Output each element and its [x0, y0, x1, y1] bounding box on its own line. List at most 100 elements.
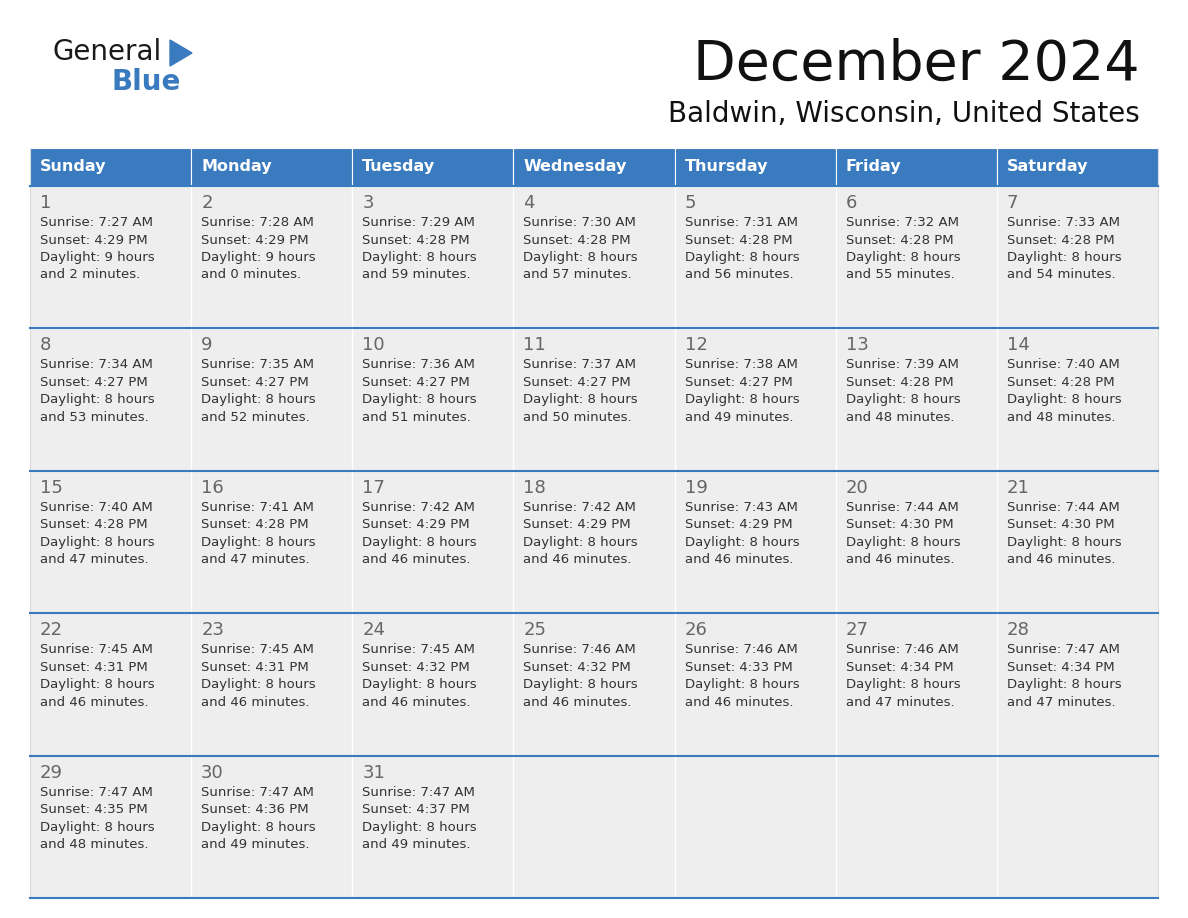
Text: Sunrise: 7:45 AM: Sunrise: 7:45 AM — [40, 644, 153, 656]
Bar — [353, 329, 513, 471]
Bar — [675, 471, 835, 613]
Text: Sunset: 4:29 PM: Sunset: 4:29 PM — [524, 519, 631, 532]
Text: Sunset: 4:32 PM: Sunset: 4:32 PM — [362, 661, 470, 674]
Text: 25: 25 — [524, 621, 546, 639]
Text: and 56 minutes.: and 56 minutes. — [684, 268, 794, 282]
Text: Daylight: 8 hours: Daylight: 8 hours — [684, 536, 800, 549]
Text: Sunrise: 7:42 AM: Sunrise: 7:42 AM — [524, 501, 637, 514]
Text: and 46 minutes.: and 46 minutes. — [1007, 554, 1116, 566]
Text: 11: 11 — [524, 336, 546, 354]
Bar — [353, 471, 513, 613]
Bar — [191, 329, 353, 471]
Text: Daylight: 8 hours: Daylight: 8 hours — [362, 678, 476, 691]
Text: and 50 minutes.: and 50 minutes. — [524, 411, 632, 424]
Bar — [191, 613, 353, 756]
Text: and 49 minutes.: and 49 minutes. — [362, 838, 470, 851]
Text: 2: 2 — [201, 194, 213, 212]
Text: Blue: Blue — [112, 68, 182, 96]
Text: 28: 28 — [1007, 621, 1030, 639]
Text: Sunset: 4:27 PM: Sunset: 4:27 PM — [40, 375, 147, 389]
Text: Sunrise: 7:28 AM: Sunrise: 7:28 AM — [201, 216, 314, 229]
Text: Sunset: 4:37 PM: Sunset: 4:37 PM — [362, 803, 470, 816]
Text: Sunset: 4:27 PM: Sunset: 4:27 PM — [524, 375, 631, 389]
Bar — [191, 756, 353, 898]
Bar — [835, 471, 997, 613]
Text: Sunrise: 7:47 AM: Sunrise: 7:47 AM — [362, 786, 475, 799]
Text: Sunrise: 7:45 AM: Sunrise: 7:45 AM — [201, 644, 314, 656]
Text: and 46 minutes.: and 46 minutes. — [40, 696, 148, 709]
Text: and 46 minutes.: and 46 minutes. — [362, 554, 470, 566]
Text: Sunrise: 7:47 AM: Sunrise: 7:47 AM — [1007, 644, 1120, 656]
Text: Sunrise: 7:36 AM: Sunrise: 7:36 AM — [362, 358, 475, 372]
Bar — [353, 756, 513, 898]
Bar — [997, 756, 1158, 898]
Bar — [513, 471, 675, 613]
Bar — [835, 756, 997, 898]
Text: 22: 22 — [40, 621, 63, 639]
Text: 23: 23 — [201, 621, 225, 639]
Text: Sunday: Sunday — [40, 160, 107, 174]
Text: 15: 15 — [40, 479, 63, 497]
Text: Friday: Friday — [846, 160, 902, 174]
Text: Daylight: 8 hours: Daylight: 8 hours — [524, 251, 638, 264]
Text: and 59 minutes.: and 59 minutes. — [362, 268, 470, 282]
Text: Sunrise: 7:46 AM: Sunrise: 7:46 AM — [684, 644, 797, 656]
Text: and 52 minutes.: and 52 minutes. — [201, 411, 310, 424]
Bar — [835, 148, 997, 186]
Text: Sunrise: 7:46 AM: Sunrise: 7:46 AM — [846, 644, 959, 656]
Text: Daylight: 8 hours: Daylight: 8 hours — [1007, 251, 1121, 264]
Text: Sunrise: 7:43 AM: Sunrise: 7:43 AM — [684, 501, 797, 514]
Text: Daylight: 8 hours: Daylight: 8 hours — [1007, 678, 1121, 691]
Text: Sunrise: 7:33 AM: Sunrise: 7:33 AM — [1007, 216, 1120, 229]
Bar — [30, 613, 191, 756]
Text: Saturday: Saturday — [1007, 160, 1088, 174]
Text: and 57 minutes.: and 57 minutes. — [524, 268, 632, 282]
Text: Daylight: 8 hours: Daylight: 8 hours — [201, 821, 316, 834]
Text: Monday: Monday — [201, 160, 272, 174]
Text: Sunrise: 7:40 AM: Sunrise: 7:40 AM — [1007, 358, 1119, 372]
Text: Sunrise: 7:44 AM: Sunrise: 7:44 AM — [1007, 501, 1119, 514]
Text: Daylight: 8 hours: Daylight: 8 hours — [684, 678, 800, 691]
Text: Daylight: 8 hours: Daylight: 8 hours — [524, 394, 638, 407]
Text: Daylight: 8 hours: Daylight: 8 hours — [524, 536, 638, 549]
Text: Sunset: 4:35 PM: Sunset: 4:35 PM — [40, 803, 147, 816]
Text: 16: 16 — [201, 479, 223, 497]
Text: General: General — [52, 38, 162, 66]
Text: Sunset: 4:28 PM: Sunset: 4:28 PM — [846, 375, 953, 389]
Text: 21: 21 — [1007, 479, 1030, 497]
Text: Sunset: 4:27 PM: Sunset: 4:27 PM — [201, 375, 309, 389]
Text: Wednesday: Wednesday — [524, 160, 627, 174]
Text: Daylight: 8 hours: Daylight: 8 hours — [201, 394, 316, 407]
Text: December 2024: December 2024 — [694, 38, 1140, 92]
Text: Daylight: 8 hours: Daylight: 8 hours — [362, 536, 476, 549]
Text: and 47 minutes.: and 47 minutes. — [201, 554, 310, 566]
Text: 1: 1 — [40, 194, 51, 212]
Text: Sunset: 4:31 PM: Sunset: 4:31 PM — [40, 661, 147, 674]
Text: Daylight: 8 hours: Daylight: 8 hours — [846, 536, 960, 549]
Text: 13: 13 — [846, 336, 868, 354]
Text: Sunrise: 7:47 AM: Sunrise: 7:47 AM — [201, 786, 314, 799]
Text: and 48 minutes.: and 48 minutes. — [40, 838, 148, 851]
Text: Sunset: 4:34 PM: Sunset: 4:34 PM — [846, 661, 953, 674]
Bar — [835, 186, 997, 329]
Text: Daylight: 8 hours: Daylight: 8 hours — [524, 678, 638, 691]
Text: and 55 minutes.: and 55 minutes. — [846, 268, 954, 282]
Text: Sunrise: 7:41 AM: Sunrise: 7:41 AM — [201, 501, 314, 514]
Text: Sunrise: 7:45 AM: Sunrise: 7:45 AM — [362, 644, 475, 656]
Polygon shape — [170, 40, 192, 66]
Text: 14: 14 — [1007, 336, 1030, 354]
Text: Sunset: 4:30 PM: Sunset: 4:30 PM — [846, 519, 953, 532]
Bar — [30, 329, 191, 471]
Text: 29: 29 — [40, 764, 63, 781]
Text: 6: 6 — [846, 194, 857, 212]
Text: Sunset: 4:28 PM: Sunset: 4:28 PM — [1007, 233, 1114, 247]
Bar — [675, 613, 835, 756]
Text: Sunrise: 7:40 AM: Sunrise: 7:40 AM — [40, 501, 153, 514]
Bar — [30, 186, 191, 329]
Text: Sunrise: 7:27 AM: Sunrise: 7:27 AM — [40, 216, 153, 229]
Text: Daylight: 8 hours: Daylight: 8 hours — [40, 394, 154, 407]
Text: and 51 minutes.: and 51 minutes. — [362, 411, 470, 424]
Text: Daylight: 9 hours: Daylight: 9 hours — [201, 251, 316, 264]
Text: Sunset: 4:29 PM: Sunset: 4:29 PM — [684, 519, 792, 532]
Text: Daylight: 8 hours: Daylight: 8 hours — [1007, 394, 1121, 407]
